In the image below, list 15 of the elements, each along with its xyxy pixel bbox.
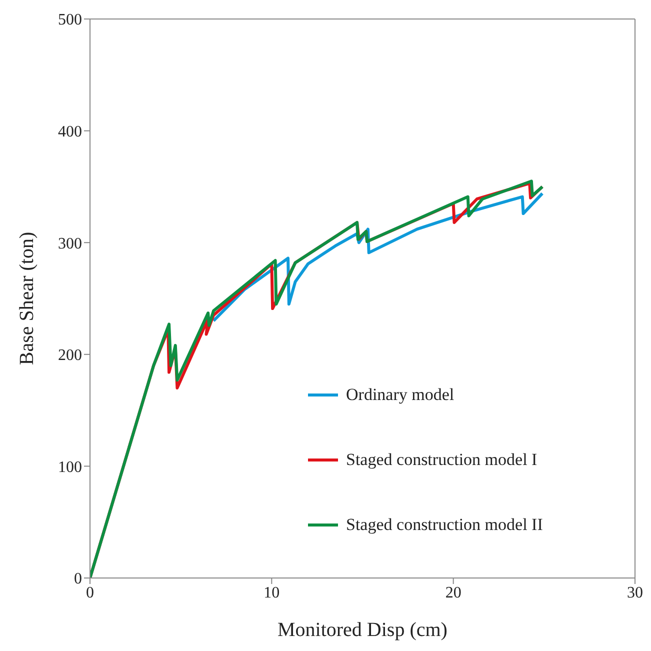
- y-tick-label: 0: [74, 570, 82, 588]
- legend-label: Staged construction model I: [346, 450, 538, 470]
- y-tick-label: 400: [58, 123, 82, 140]
- y-tick-label: 100: [58, 458, 82, 476]
- legend-label: Ordinary model: [346, 385, 454, 405]
- x-tick-label: 10: [264, 584, 280, 602]
- y-tick-label: 200: [58, 347, 82, 364]
- x-tick-label: 0: [86, 584, 94, 602]
- x-tick-label: 30: [627, 584, 643, 602]
- x-tick-label: 20: [445, 584, 462, 602]
- x-axis-title: Monitored Disp (cm): [278, 619, 448, 641]
- y-tick-label: 500: [58, 12, 82, 29]
- legend-label: Staged construction model II: [346, 515, 543, 535]
- y-tick-label: 300: [58, 235, 82, 252]
- y-axis-title: Base Shear (ton): [16, 232, 38, 366]
